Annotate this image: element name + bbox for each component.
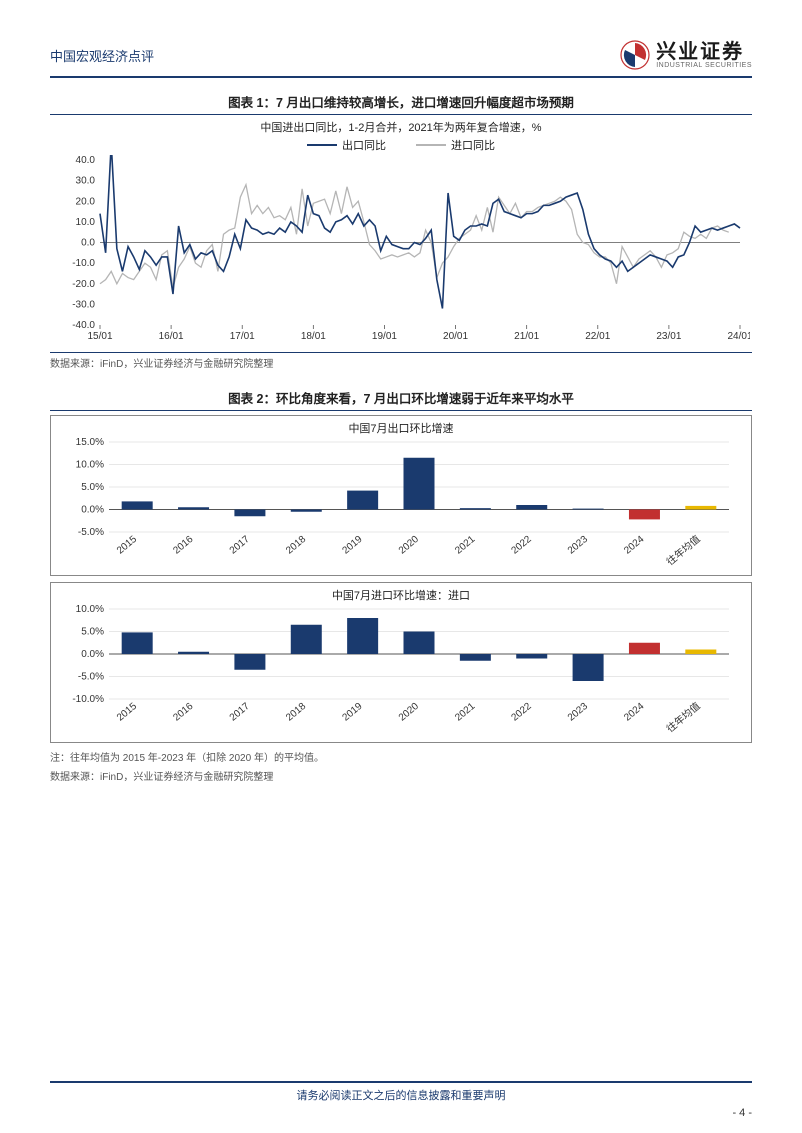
chart-2-export-box: 中国7月出口环比增速 -5.0% 0.0% 5.0% 10.0% 15.0% 2015 20… — [50, 415, 752, 576]
chart-1-block: 图表 1：7 月出口维持较高增长，进口增速回升幅度超市场预期 中国进出口同比，1… — [50, 92, 752, 370]
svg-text:2016: 2016 — [171, 701, 195, 724]
svg-text:2024: 2024 — [622, 534, 646, 557]
chart-2-sub1-title: 中国7月出口环比增速 — [59, 420, 743, 436]
svg-text:18/01: 18/01 — [301, 331, 326, 342]
chart-1-source: 数据来源：iFinD，兴业证券经济与金融研究院整理 — [50, 352, 752, 370]
svg-text:2023: 2023 — [566, 534, 590, 557]
chart-2-sub2-title: 中国7月进口环比增速：进口 — [59, 587, 743, 603]
svg-text:2020: 2020 — [397, 534, 421, 557]
chart-1-legend: 出口同比 进口同比 — [50, 137, 752, 153]
company-logo: 兴业证券 INDUSTRIAL SECURITIES — [620, 40, 752, 70]
chart-2-note: 注：往年均值为 2015 年-2023 年（扣除 2020 年）的平均值。 — [50, 749, 752, 764]
svg-text:10.0: 10.0 — [76, 217, 96, 228]
logo-text-cn: 兴业证券 — [656, 42, 752, 62]
chart-2-title: 图表 2：环比角度来看，7 月出口环比增速弱于近年来平均水平 — [50, 388, 752, 411]
svg-text:2019: 2019 — [340, 534, 364, 557]
svg-text:往年均值: 往年均值 — [664, 699, 703, 735]
logo-icon — [620, 40, 650, 70]
svg-text:0.0%: 0.0% — [81, 649, 104, 660]
svg-text:40.0: 40.0 — [76, 155, 96, 166]
svg-text:2021: 2021 — [453, 534, 477, 557]
svg-text:5.0%: 5.0% — [81, 482, 104, 493]
doc-title: 中国宏观经济点评 — [50, 46, 154, 65]
svg-text:2015: 2015 — [115, 701, 139, 724]
svg-text:-10.0%: -10.0% — [72, 694, 104, 705]
svg-text:-5.0%: -5.0% — [78, 672, 104, 683]
svg-text:20/01: 20/01 — [443, 331, 468, 342]
svg-text:2018: 2018 — [284, 534, 308, 557]
chart-2-export-bars: -5.0% 0.0% 5.0% 10.0% 15.0% 2015 2016 2017 2018 2… — [59, 438, 739, 568]
svg-text:10.0%: 10.0% — [76, 605, 104, 615]
svg-text:5.0%: 5.0% — [81, 627, 104, 638]
svg-text:-30.0: -30.0 — [72, 299, 95, 310]
svg-text:0.0: 0.0 — [81, 238, 95, 249]
legend-import: 进口同比 — [451, 137, 495, 153]
svg-text:10.0%: 10.0% — [76, 460, 104, 471]
svg-text:19/01: 19/01 — [372, 331, 397, 342]
svg-text:-20.0: -20.0 — [72, 279, 95, 290]
svg-text:2023: 2023 — [566, 701, 590, 724]
chart-2-block: 图表 2：环比角度来看，7 月出口环比增速弱于近年来平均水平 中国7月出口环比增… — [50, 388, 752, 783]
chart-2-import-box: 中国7月进口环比增速：进口 -10.0% -5.0% 0.0% 5.0% 10.0% 20… — [50, 582, 752, 743]
chart-1-subtitle: 中国进出口同比，1-2月合并，2021年为两年复合增速，% — [50, 119, 752, 135]
page-header: 中国宏观经济点评 兴业证券 INDUSTRIAL SECURITIES — [50, 40, 752, 78]
chart-2-import-bars: -10.0% -5.0% 0.0% 5.0% 10.0% 2015 2016 2017 2018… — [59, 605, 739, 735]
svg-text:30.0: 30.0 — [76, 176, 96, 187]
svg-text:2022: 2022 — [510, 701, 534, 724]
svg-text:16/01: 16/01 — [159, 331, 184, 342]
svg-text:2015: 2015 — [115, 534, 139, 557]
svg-text:-40.0: -40.0 — [72, 320, 95, 331]
svg-text:24/01: 24/01 — [727, 331, 750, 342]
svg-text:2018: 2018 — [284, 701, 308, 724]
logo-text-en: INDUSTRIAL SECURITIES — [656, 62, 752, 69]
svg-text:往年均值: 往年均值 — [664, 532, 703, 568]
svg-text:15.0%: 15.0% — [76, 438, 104, 448]
svg-text:17/01: 17/01 — [230, 331, 255, 342]
svg-text:20.0: 20.0 — [76, 196, 96, 207]
svg-text:2017: 2017 — [228, 701, 252, 724]
svg-text:2020: 2020 — [397, 701, 421, 724]
chart-2-source: 数据来源：iFinD，兴业证券经济与金融研究院整理 — [50, 766, 752, 783]
svg-text:2024: 2024 — [622, 701, 646, 724]
svg-text:21/01: 21/01 — [514, 331, 539, 342]
footer-text: 请务必阅读正文之后的信息披露和重要声明 — [297, 1090, 506, 1102]
svg-text:0.0%: 0.0% — [81, 505, 104, 516]
svg-text:2019: 2019 — [340, 701, 364, 724]
svg-text:-10.0: -10.0 — [72, 258, 95, 269]
svg-text:15/01: 15/01 — [87, 331, 112, 342]
svg-text:2021: 2021 — [453, 701, 477, 724]
chart-1-title: 图表 1：7 月出口维持较高增长，进口增速回升幅度超市场预期 — [50, 92, 752, 115]
legend-export: 出口同比 — [342, 137, 386, 153]
svg-text:2016: 2016 — [171, 534, 195, 557]
svg-text:22/01: 22/01 — [585, 331, 610, 342]
page-footer: 请务必阅读正文之后的信息披露和重要声明 - 4 - — [50, 1081, 752, 1103]
svg-text:-5.0%: -5.0% — [78, 527, 104, 538]
chart-1-line-chart: -40.0 -30.0 -20.0 -10.0 0.0 10.0 20.0 30.0 40.0 1… — [50, 155, 750, 345]
svg-text:23/01: 23/01 — [656, 331, 681, 342]
svg-text:2017: 2017 — [228, 534, 252, 557]
svg-text:2022: 2022 — [510, 534, 534, 557]
page-number: - 4 - — [732, 1107, 752, 1119]
